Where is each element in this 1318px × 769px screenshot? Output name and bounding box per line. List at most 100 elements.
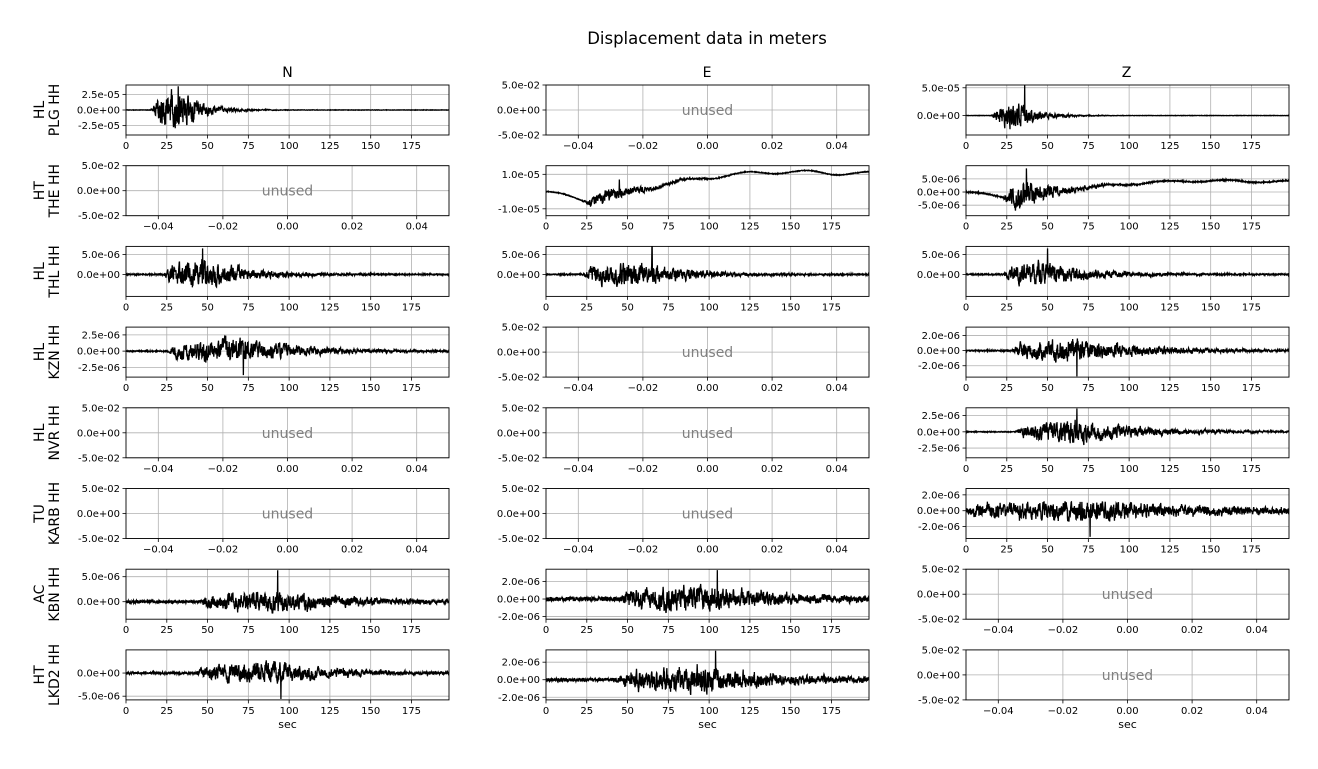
unused-label: unused: [682, 345, 733, 361]
x-tick-label: 25: [580, 625, 593, 636]
x-tick-label: −0.02: [1048, 706, 1079, 717]
panel-r6-c0: 0 25 50 75 100 125 150 175 5.0e-06 0.0e+00: [77, 568, 450, 636]
x-tick-label: −0.04: [563, 383, 594, 394]
x-tick-label: 0: [963, 464, 969, 475]
y-tick-label: 0.0e+00: [917, 346, 960, 357]
y-tick-label: 0.0e+00: [77, 186, 120, 197]
x-tick-label: 100: [1120, 545, 1139, 556]
y-tick-label: 2.0e-06: [922, 490, 960, 501]
x-tick-label: 0: [123, 383, 129, 394]
x-tick-label: 150: [361, 706, 380, 717]
x-tick-label: 50: [201, 302, 214, 313]
y-tick-label: -5.0e-06: [78, 692, 120, 703]
panel-r2-c0: 0 25 50 75 100 125 150 175 5.0e-06 0.0e+00: [77, 245, 450, 313]
row-label-0: HL PLG HH: [32, 84, 63, 137]
waveform-line: [126, 334, 449, 376]
panel-r4-c0: unused −0.04 −0.02 0.00 0.02 0.04 5.0e-02 0.0e+…: [77, 403, 450, 475]
y-tick-label: -2.0e-06: [498, 693, 540, 704]
x-tick-label: 0.04: [826, 141, 848, 152]
panel-r5-c2: 0 25 50 75 100 125 150 175 2.0e-06 0.0e+00 -2.0e-0…: [917, 488, 1290, 556]
panel-r7-c1: 0 25 50 75 100 125 150 175 2.0e-06 0.0e+00 -2.0e-0…: [497, 649, 870, 731]
y-tick-label: -5.0e-02: [498, 453, 540, 464]
x-tick-label: −0.02: [1048, 625, 1079, 636]
row-label-station: KBN HH: [47, 567, 63, 622]
row-label-2: HL THL HH: [32, 245, 63, 298]
x-tick-label: 100: [280, 302, 299, 313]
y-tick-label: -5.0e-02: [78, 534, 120, 545]
y-tick-label: 2.0e-06: [502, 658, 540, 669]
x-tick-label: 175: [1242, 464, 1261, 475]
panel-r1-c1: 0 25 50 75 100 125 150 175 1.0e-05 -1.0e-05: [498, 165, 870, 233]
axes-frame: [545, 568, 870, 620]
y-tick-label: -1.0e-05: [498, 204, 540, 215]
x-tick-label: 150: [781, 625, 800, 636]
waveform-line: [966, 248, 1289, 287]
panel-r7-c2: unused −0.04 −0.02 0.00 0.02 0.04 5.0e-02 0.0e+…: [917, 645, 1290, 731]
row-label-3: HL KZN HH: [32, 325, 63, 380]
x-tick-label: 175: [1242, 545, 1261, 556]
waveform-line: [546, 650, 869, 696]
axes-frame: [965, 165, 1290, 217]
x-tick-label: −0.04: [983, 706, 1014, 717]
x-tick-label: 50: [201, 141, 214, 152]
x-tick-label: 100: [700, 302, 719, 313]
x-tick-label: 25: [1000, 141, 1013, 152]
axes-frame: [125, 245, 450, 297]
x-tick-label: −0.04: [983, 625, 1014, 636]
y-tick-label: -5.0e-06: [918, 201, 960, 212]
x-tick-label: 175: [1242, 141, 1261, 152]
y-tick-label: -5.0e-02: [78, 453, 120, 464]
x-tick-label: 175: [402, 141, 421, 152]
panel-r6-c1: 0 25 50 75 100 125 150 175 2.0e-06 0.0e+00 -2.0e-0…: [497, 568, 870, 636]
x-tick-label: 25: [160, 383, 173, 394]
x-tick-label: 0.04: [406, 222, 428, 233]
y-tick-label: 0.0e+00: [77, 509, 120, 520]
row-label-6: AC KBN HH: [32, 567, 63, 622]
x-tick-label: 50: [1041, 464, 1054, 475]
y-tick-label: 0.0e+00: [917, 427, 960, 438]
y-tick-label: 0.0e+00: [917, 270, 960, 281]
x-tick-label: 25: [1000, 302, 1013, 313]
y-tick-label: -2.0e-06: [498, 612, 540, 623]
y-tick-label: 5.0e-02: [502, 484, 540, 495]
panel-r1-c0: unused −0.04 −0.02 0.00 0.02 0.04 5.0e-02 0.0e+…: [77, 161, 450, 233]
x-tick-label: 25: [160, 141, 173, 152]
y-tick-label: -5.0e-02: [498, 131, 540, 142]
x-tick-label: 175: [822, 302, 841, 313]
x-tick-label: 100: [1120, 464, 1139, 475]
y-tick-label: 5.0e-06: [82, 572, 120, 583]
x-tick-label: 125: [1160, 302, 1179, 313]
x-tick-label: 0.00: [276, 222, 298, 233]
x-tick-label: 150: [361, 141, 380, 152]
x-tick-label: 125: [320, 302, 339, 313]
y-tick-label: 0.0e+00: [917, 590, 960, 601]
y-tick-label: 5.0e-06: [82, 250, 120, 261]
x-tick-label: 175: [1242, 383, 1261, 394]
x-tick-label: 125: [1160, 141, 1179, 152]
y-tick-label: 0.0e+00: [497, 509, 540, 520]
panel-r3-c0: 0 25 50 75 100 125 150 175 2.5e-06 0.0e+00 -2.5e-0…: [77, 326, 450, 394]
column-title-z: Z: [1122, 65, 1132, 81]
x-tick-label: 0.02: [1181, 625, 1203, 636]
x-tick-label: 50: [621, 625, 634, 636]
y-tick-label: 0.0e+00: [917, 188, 960, 199]
x-tick-label: 175: [822, 706, 841, 717]
x-tick-label: 125: [320, 141, 339, 152]
waveform-line: [966, 85, 1289, 130]
x-tick-label: −0.04: [563, 464, 594, 475]
y-tick-label: 5.0e-02: [82, 484, 120, 495]
x-tick-label: 0: [123, 706, 129, 717]
x-tick-label: 0.00: [696, 545, 718, 556]
panel-r1-c2: 0 25 50 75 100 125 150 175 5.0e-06 0.0e+00 -5.0e-0…: [917, 165, 1290, 233]
y-tick-label: 0.0e+00: [497, 348, 540, 359]
x-tick-label: 150: [361, 302, 380, 313]
x-axis-label: sec: [698, 718, 717, 731]
y-tick-label: 5.0e-06: [502, 250, 540, 261]
panel-r3-c1: unused −0.04 −0.02 0.00 0.02 0.04 5.0e-02 0.0e+…: [497, 323, 870, 394]
x-tick-label: 75: [242, 141, 255, 152]
x-tick-label: 0.02: [341, 222, 363, 233]
panel-r5-c0: unused −0.04 −0.02 0.00 0.02 0.04 5.0e-02 0.0e+…: [77, 484, 450, 556]
y-tick-label: 0.0e+00: [497, 675, 540, 686]
x-tick-label: 175: [402, 625, 421, 636]
y-tick-label: 0.0e+00: [77, 669, 120, 680]
